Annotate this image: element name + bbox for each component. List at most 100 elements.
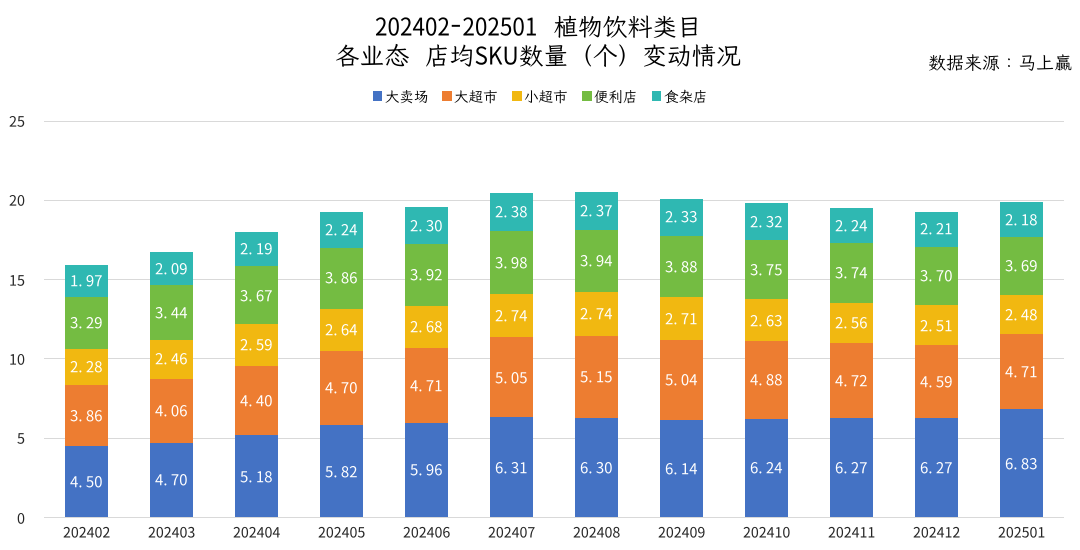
bar-value-label-202408-大超市 — [580, 368, 613, 386]
bar-value-label-202501-小超市 — [1005, 306, 1038, 324]
y-axis-label-15 — [9, 272, 25, 290]
bar-value-label-202410-便利店 — [750, 261, 783, 279]
bar-segment-202404-便利店 — [235, 266, 278, 325]
bar-value-label-202501-大卖场 — [1005, 455, 1038, 473]
bar-value-label-202406-大卖场 — [410, 461, 443, 479]
legend-label-小超市 — [524, 88, 568, 106]
legend-swatch-大卖场 — [372, 91, 383, 101]
bar-value-label-202410-食杂店 — [750, 213, 783, 231]
bar-segment-202406-小超市 — [405, 305, 448, 349]
bar-value-label-202405-食杂店 — [325, 221, 358, 239]
legend-swatch-食杂店 — [651, 91, 662, 101]
bar-value-label-202406-大超市 — [410, 377, 443, 395]
y-axis-label-5 — [16, 430, 25, 448]
bar-segment-202501-食杂店 — [1000, 202, 1043, 237]
legend-swatch-小超市 — [512, 91, 522, 101]
bar-segment-202412-小超市 — [915, 305, 958, 346]
bar-value-label-202408-食杂店 — [580, 202, 613, 220]
x-axis-label-202405 — [318, 524, 366, 542]
bar-value-label-202407-便利店 — [495, 254, 528, 272]
bar-value-label-202404-食杂店 — [240, 240, 273, 258]
bar-value-label-202405-大卖场 — [325, 463, 358, 481]
bar-segment-202406-便利店 — [405, 243, 448, 306]
bar-value-label-202409-便利店 — [665, 258, 698, 276]
bar-value-label-202412-小超市 — [920, 317, 953, 335]
bar-value-label-202412-便利店 — [920, 267, 953, 285]
bar-value-label-202403-大卖场 — [155, 471, 188, 489]
bar-value-label-202501-大超市 — [1005, 363, 1038, 381]
bar-segment-202410-食杂店 — [745, 203, 788, 240]
bar-value-label-202409-食杂店 — [665, 208, 698, 226]
bar-value-label-202409-大卖场 — [665, 460, 698, 478]
bar-value-label-202403-食杂店 — [155, 260, 188, 278]
bar-value-label-202406-小超市 — [410, 318, 443, 336]
gridline-y5 — [44, 437, 1064, 439]
bar-segment-202501-小超市 — [1000, 295, 1043, 335]
bar-value-label-202501-便利店 — [1005, 257, 1038, 275]
bar-value-label-202410-大卖场 — [750, 459, 783, 477]
legend-label-便利店 — [594, 88, 638, 106]
bar-segment-202408-便利店 — [575, 229, 618, 293]
bar-value-label-202411-小超市 — [835, 314, 868, 332]
bar-segment-202402-食杂店 — [65, 265, 108, 297]
x-axis-label-202410 — [743, 524, 791, 542]
bar-value-label-202501-食杂店 — [1005, 211, 1038, 229]
bar-value-label-202410-大超市 — [750, 371, 783, 389]
bar-value-label-202404-便利店 — [240, 287, 273, 305]
bar-value-label-202403-大超市 — [155, 402, 188, 420]
gridline-y10 — [44, 358, 1064, 360]
bar-value-label-202406-便利店 — [410, 266, 443, 284]
gridline-y25 — [44, 120, 1064, 122]
bar-value-label-202412-大卖场 — [920, 459, 953, 477]
y-axis-label-20 — [9, 192, 25, 210]
bar-segment-202408-小超市 — [575, 292, 618, 336]
bar-value-label-202403-小超市 — [155, 350, 188, 368]
legend-label-大超市 — [454, 88, 498, 106]
gridline-y15 — [44, 279, 1064, 281]
bar-value-label-202407-大超市 — [495, 369, 528, 387]
bar-value-label-202411-便利店 — [835, 264, 868, 282]
legend-label-食杂店 — [664, 88, 708, 106]
bar-value-label-202408-便利店 — [580, 252, 613, 270]
bar-segment-202409-便利店 — [660, 235, 703, 298]
bar-segment-202405-食杂店 — [320, 212, 363, 248]
bar-segment-202409-小超市 — [660, 297, 703, 341]
bar-value-label-202402-大卖场 — [70, 473, 103, 491]
bar-value-label-202403-便利店 — [155, 304, 188, 322]
y-axis-label-10 — [9, 351, 25, 369]
bar-value-label-202402-食杂店 — [70, 272, 103, 290]
bar-value-label-202405-便利店 — [325, 269, 358, 287]
x-axis-label-202412 — [913, 524, 961, 542]
bar-segment-202407-食杂店 — [490, 193, 533, 231]
y-axis-label-25 — [9, 113, 25, 131]
x-axis-label-202409 — [658, 524, 706, 542]
bar-value-label-202407-食杂店 — [495, 203, 528, 221]
bar-segment-202407-便利店 — [490, 230, 533, 294]
bar-value-label-202408-大卖场 — [580, 459, 613, 477]
bar-value-label-202411-大卖场 — [835, 459, 868, 477]
x-axis-label-202408 — [573, 524, 621, 542]
bar-value-label-202402-便利店 — [70, 314, 103, 332]
bar-value-label-202409-大超市 — [665, 371, 698, 389]
bar-value-label-202412-食杂店 — [920, 220, 953, 238]
chart-title-line2 — [335, 41, 741, 71]
bar-value-label-202411-食杂店 — [835, 217, 868, 235]
bar-segment-202411-便利店 — [830, 243, 873, 303]
bar-value-label-202411-大超市 — [835, 372, 868, 390]
bar-segment-202409-食杂店 — [660, 198, 703, 236]
x-axis-label-202501 — [998, 524, 1046, 542]
bar-value-label-202405-大超市 — [325, 379, 358, 397]
bar-segment-202403-便利店 — [150, 284, 193, 340]
bar-value-label-202407-大卖场 — [495, 459, 528, 477]
gridline-y0 — [44, 517, 1064, 518]
bar-value-label-202407-小超市 — [495, 307, 528, 325]
bar-segment-202405-小超市 — [320, 308, 363, 351]
bar-value-label-202405-小超市 — [325, 321, 358, 339]
bar-value-label-202402-小超市 — [70, 358, 103, 376]
bar-value-label-202404-大超市 — [240, 392, 273, 410]
gridline-y20 — [44, 199, 1064, 201]
legend-swatch-便利店 — [582, 91, 592, 101]
bar-value-label-202408-小超市 — [580, 305, 613, 323]
bar-value-label-202404-大卖场 — [240, 468, 273, 486]
bar-segment-202412-食杂店 — [915, 211, 958, 247]
